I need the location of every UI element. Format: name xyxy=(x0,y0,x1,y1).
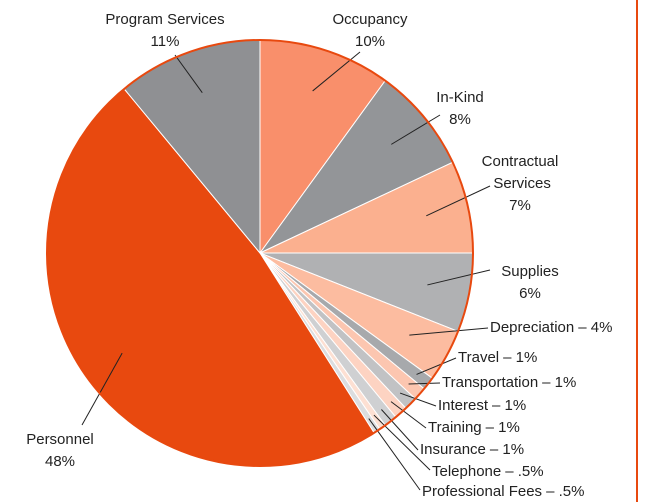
leader-line xyxy=(368,418,421,491)
leader-line xyxy=(426,185,491,217)
slice-label: Telephone – .5% xyxy=(432,463,544,480)
slice-value-label: 10% xyxy=(355,33,385,50)
leader-line xyxy=(390,401,427,429)
slice-label: In-Kind xyxy=(436,89,484,106)
pie-outline xyxy=(46,39,474,467)
slice-label: Training – 1% xyxy=(428,419,520,436)
slice-value-label: 11% xyxy=(151,33,180,50)
slice-label: Contractual Services xyxy=(482,153,559,192)
slice-value-label: – .5% xyxy=(505,463,543,480)
slice-value-label: – .5% xyxy=(546,483,584,500)
slice-value-label: 6% xyxy=(519,285,541,302)
slice-name: Transportation xyxy=(442,374,538,391)
leader-line xyxy=(174,54,203,93)
slice-value-label: – 1% xyxy=(486,419,520,436)
leader-line xyxy=(409,327,489,336)
slice-label: Depreciation – 4% xyxy=(490,319,612,336)
leader-line xyxy=(399,392,437,407)
slice-label: Interest – 1% xyxy=(438,397,526,414)
slice-value-label: – 4% xyxy=(578,319,612,336)
slice-label: Professional Fees – .5% xyxy=(422,483,584,500)
leader-line xyxy=(373,414,431,471)
leader-line xyxy=(312,51,361,92)
pie xyxy=(46,39,474,467)
slice-name: Interest xyxy=(438,397,489,414)
slice-name: Professional Fees xyxy=(422,483,542,500)
slice-value-label: 7% xyxy=(509,197,531,214)
leader-line xyxy=(427,269,491,286)
slice-label: Personnel xyxy=(26,431,94,448)
slice-value-label: – 1% xyxy=(542,374,576,391)
slice-value-label: 8% xyxy=(449,111,471,128)
slice-value-label: – 1% xyxy=(490,441,524,458)
slice-label: Occupancy xyxy=(332,11,408,28)
slice-label: Program Services xyxy=(105,11,224,28)
leader-line xyxy=(391,114,441,145)
slice-label: Transportation – 1% xyxy=(442,374,576,391)
slice-name: Training xyxy=(428,419,482,436)
slice-value-label: 48% xyxy=(45,453,75,470)
slice-name: Depreciation xyxy=(490,319,574,336)
slice-label: Supplies xyxy=(501,263,559,280)
slice-label: Travel – 1% xyxy=(458,349,537,366)
leader-line xyxy=(381,409,419,451)
slice-name: Insurance xyxy=(420,441,486,458)
leader-line xyxy=(408,382,441,385)
leader-line xyxy=(81,352,123,426)
slice-name: Travel xyxy=(458,349,499,366)
slice-name: Telephone xyxy=(432,463,501,480)
slice-value-label: – 1% xyxy=(492,397,526,414)
leader-line xyxy=(416,357,457,375)
slice-value-label: – 1% xyxy=(503,349,537,366)
slice-label: Insurance – 1% xyxy=(420,441,524,458)
